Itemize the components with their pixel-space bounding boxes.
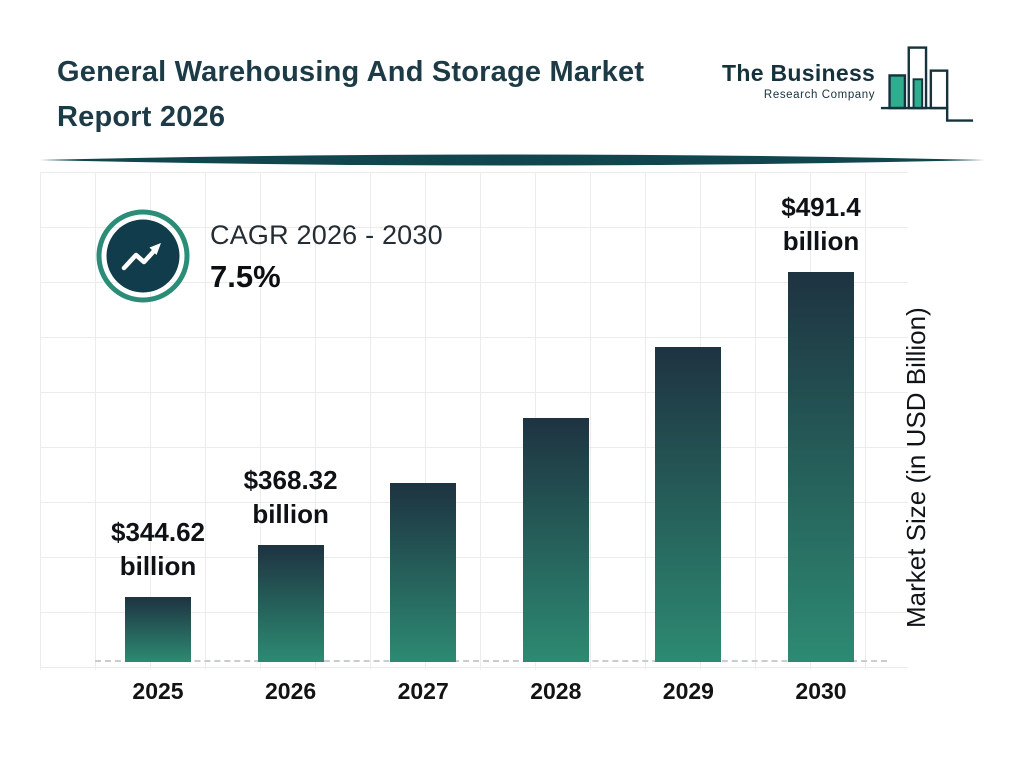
- x-axis-baseline: [95, 660, 887, 662]
- bar-2025: [125, 597, 191, 662]
- bar-value-label-2025: $344.62 billion: [111, 517, 205, 582]
- company-logo-text: The Business Research Company: [722, 60, 875, 101]
- bar-value-label-2030: $491.4 billion: [781, 191, 861, 256]
- page-title-line2: Report 2026: [57, 101, 226, 133]
- cagr-value: 7.5%: [210, 259, 281, 294]
- x-tick-2025: 2025: [132, 678, 184, 704]
- bar-chart-logo-icon: [881, 46, 974, 122]
- bar-2029: [655, 346, 722, 662]
- page-title: General Warehousing And Storage Market R…: [57, 50, 644, 140]
- cagr-block: CAGR 2026 - 2030 7.5%: [210, 220, 443, 295]
- x-tick-2028: 2028: [530, 678, 582, 704]
- logo-name: The Business: [722, 60, 876, 86]
- bar-value-label-2026: $368.32 billion: [243, 464, 338, 529]
- x-tick-2029: 2029: [662, 678, 714, 704]
- bar-2030: [788, 271, 854, 662]
- y-axis-label: Market Size (in USD Billion): [901, 307, 931, 629]
- bar-2028: [522, 417, 589, 662]
- x-tick-2030: 2030: [795, 678, 847, 704]
- x-tick-2026: 2026: [265, 678, 317, 704]
- header-divider: [40, 154, 985, 166]
- x-tick-2027: 2027: [397, 678, 449, 704]
- bar-2027: [390, 483, 457, 662]
- cagr-label: CAGR 2026 - 2030: [210, 220, 443, 250]
- company-logo: The Business Research Company: [722, 44, 975, 128]
- trend-up-arrow-icon: [96, 209, 190, 303]
- page-title-line1: General Warehousing And Storage Market: [57, 56, 645, 88]
- bar-2026: [257, 544, 324, 662]
- logo-subname: Research Company: [763, 89, 876, 101]
